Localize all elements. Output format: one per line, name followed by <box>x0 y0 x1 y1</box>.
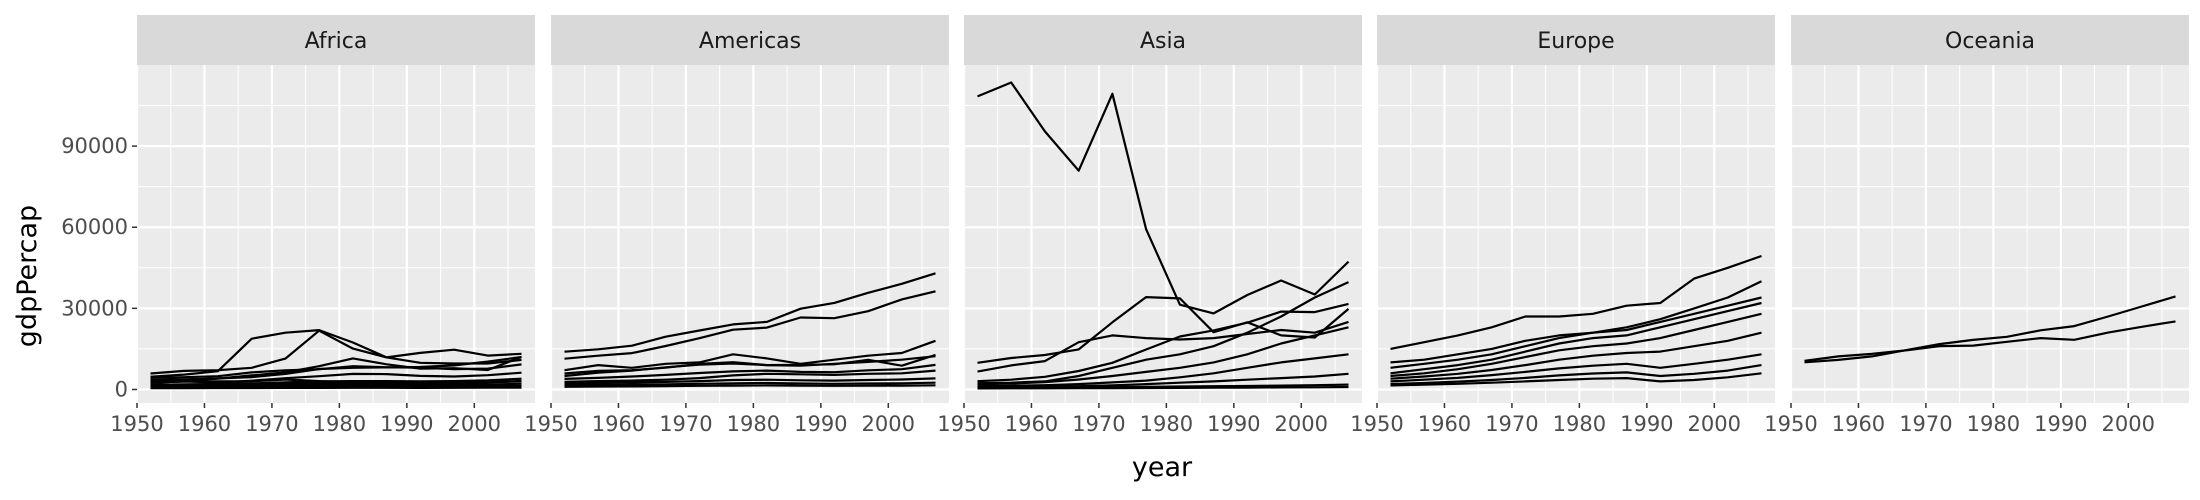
facet-strip-label: Asia <box>1140 29 1186 54</box>
panel-background <box>1791 65 2189 403</box>
x-tick-label: 1960 <box>178 412 231 436</box>
x-axis-title: year <box>1132 452 1193 483</box>
facet-panels: Africa Americas Asia Europe Oceania <box>135 15 2189 403</box>
panel-background <box>137 65 535 403</box>
series-line <box>564 384 936 388</box>
x-tick-label: 1950 <box>1764 412 1817 436</box>
series-line <box>1804 320 2176 362</box>
x-tick-label: 1960 <box>1005 412 1058 436</box>
x-tick-label: 2000 <box>2102 412 2155 436</box>
series-line <box>977 353 1349 388</box>
x-tick-label: 1980 <box>1140 412 1193 436</box>
x-tick-label: 1990 <box>380 412 433 436</box>
y-tick-label: 0 <box>115 377 128 401</box>
series-line <box>1390 353 1762 383</box>
x-tick-label: 2000 <box>862 412 915 436</box>
x-tick-label: 1950 <box>937 412 990 436</box>
series-line <box>150 386 522 390</box>
series-line <box>150 355 522 383</box>
x-tick-label: 1970 <box>1899 412 1952 436</box>
series-line <box>1390 280 1762 364</box>
series-line <box>977 302 1349 383</box>
x-tick-label: 1980 <box>1553 412 1606 436</box>
series-line <box>977 296 1350 364</box>
series-line <box>150 329 522 378</box>
x-tick-label: 1950 <box>1350 412 1403 436</box>
facet-strip <box>137 15 535 65</box>
x-tick-label: 1990 <box>1207 412 1260 436</box>
x-tick-label: 1990 <box>1620 412 1673 436</box>
facet-strip <box>1377 15 1775 65</box>
facet-strip-label: Europe <box>1537 29 1614 54</box>
x-tick-label: 1990 <box>794 412 847 436</box>
series-line <box>564 339 936 372</box>
y-tick-label: 30000 <box>61 296 128 320</box>
series-line <box>564 369 936 383</box>
series-line <box>1390 364 1762 386</box>
series-line <box>1390 312 1762 378</box>
facet-strip-label: Africa <box>305 29 368 54</box>
series-line <box>564 355 936 378</box>
x-tick-label: 1950 <box>524 412 577 436</box>
y-axis: 0 30000 60000 90000 <box>61 134 137 401</box>
x-tick-label: 1980 <box>313 412 366 436</box>
series-line <box>977 320 1349 373</box>
y-tick-label: 60000 <box>61 215 128 239</box>
x-tick-label: 2000 <box>1275 412 1328 436</box>
x-tick-label: 1970 <box>659 412 712 436</box>
x-tick-label: 1970 <box>1485 412 1538 436</box>
series-line <box>977 81 1350 315</box>
facet-strip <box>1791 15 2189 65</box>
x-tick-label: 1980 <box>1967 412 2020 436</box>
x-tick-label: 1960 <box>1832 412 1885 436</box>
x-tick-label: 1970 <box>1072 412 1125 436</box>
facet-strip <box>964 15 1362 65</box>
x-tick-label: 1950 <box>110 412 163 436</box>
series-line <box>564 272 936 353</box>
panel-background <box>964 65 1362 403</box>
series-line <box>1390 372 1762 387</box>
facet-africa: Africa <box>135 15 535 403</box>
series-line <box>150 329 522 375</box>
x-tick-label: 1990 <box>2034 412 2087 436</box>
series-line <box>564 290 936 360</box>
facet-asia: Asia <box>962 15 1362 403</box>
facet-strip-label: Oceania <box>1945 29 2035 54</box>
x-tick-label: 1960 <box>592 412 645 436</box>
series-line <box>1390 301 1762 375</box>
x-tick-label: 2000 <box>448 412 501 436</box>
facet-europe: Europe <box>1375 15 1775 403</box>
series-line <box>564 381 936 387</box>
x-tick-label: 1970 <box>245 412 298 436</box>
series-line <box>977 326 1349 386</box>
y-tick-label: 90000 <box>61 134 128 158</box>
y-axis-title: gdpPercap <box>12 205 43 347</box>
facet-strip <box>551 15 949 65</box>
series-line <box>150 377 522 386</box>
series-line <box>1804 295 2176 364</box>
series-line <box>564 363 936 380</box>
series-line <box>564 377 936 385</box>
facet-oceania: Oceania <box>1789 15 2189 403</box>
series-line <box>977 385 1349 390</box>
series-line <box>1390 254 1762 350</box>
x-axes: 1950 1960 1970 1980 1990 2000 1950 1960 1970 1980… <box>110 403 2155 436</box>
facet-americas: Americas <box>549 15 949 403</box>
series-line <box>1390 296 1762 369</box>
x-tick-label: 2000 <box>1688 412 1741 436</box>
series-line <box>150 355 522 379</box>
x-tick-label: 1960 <box>1418 412 1471 436</box>
x-tick-label: 1980 <box>727 412 780 436</box>
series-line <box>1390 331 1762 380</box>
panel-background <box>1377 65 1775 403</box>
facet-strip-label: Americas <box>699 29 801 54</box>
